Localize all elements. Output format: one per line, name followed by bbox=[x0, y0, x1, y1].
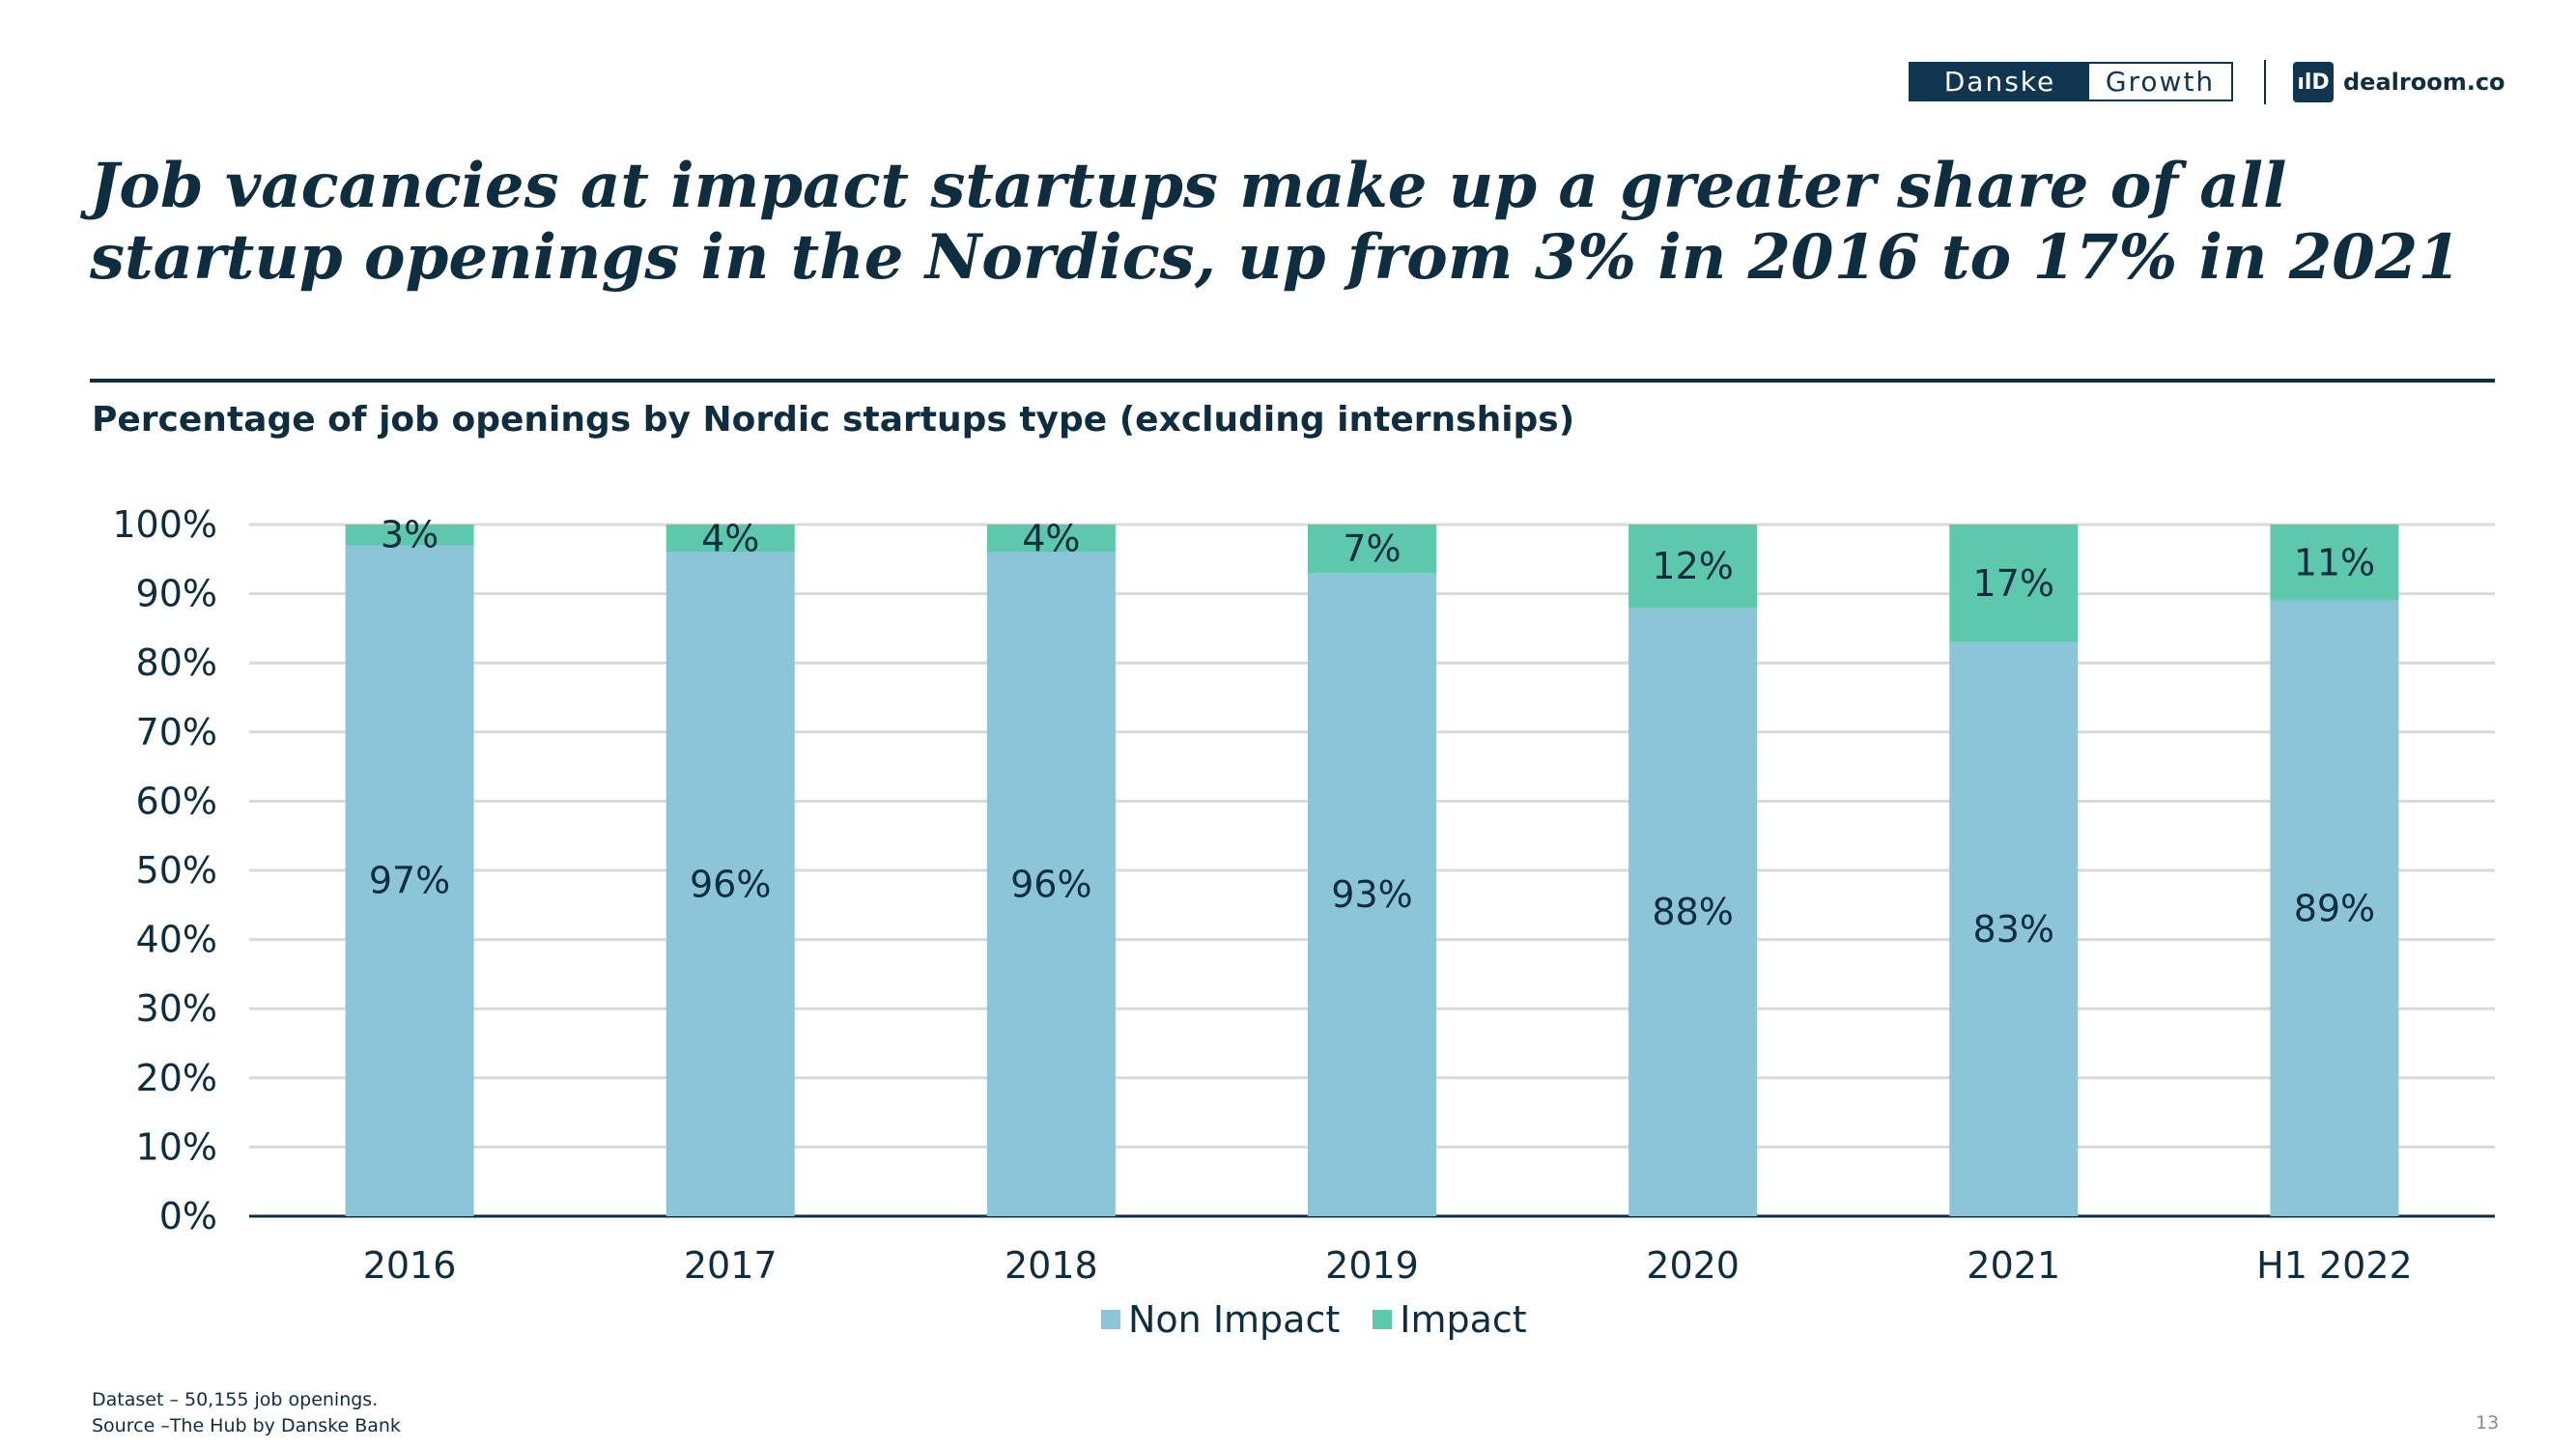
bar-impact bbox=[665, 525, 795, 553]
data-label-impact: 17% bbox=[1973, 562, 2054, 605]
legend-item-non-impact: Non Impact bbox=[1101, 1298, 1340, 1341]
data-label-non-impact: 89% bbox=[2294, 887, 2375, 929]
data-label-impact: 7% bbox=[1343, 527, 1401, 570]
bar-impact bbox=[1308, 525, 1436, 574]
data-label-non-impact: 96% bbox=[1010, 863, 1091, 905]
y-tick-label: 20% bbox=[136, 1057, 217, 1099]
bar-non-impact bbox=[345, 545, 474, 1216]
data-label-impact: 4% bbox=[1022, 517, 1080, 559]
y-tick-label: 50% bbox=[136, 849, 217, 892]
y-tick-label: 100% bbox=[112, 503, 217, 546]
dealroom-icon: ılD bbox=[2293, 62, 2334, 102]
y-tick-label: 40% bbox=[136, 919, 217, 961]
y-tick-label: 60% bbox=[136, 780, 217, 822]
data-label-impact: 11% bbox=[2294, 541, 2375, 583]
x-tick-label: 2020 bbox=[1646, 1244, 1740, 1287]
data-label-impact: 3% bbox=[381, 514, 439, 556]
bar-non-impact bbox=[665, 552, 795, 1216]
logo-divider bbox=[2264, 60, 2266, 104]
headline-divider bbox=[90, 379, 2495, 383]
page-number: 13 bbox=[2476, 1412, 2500, 1434]
y-tick-label: 90% bbox=[136, 573, 217, 615]
data-label-non-impact: 96% bbox=[690, 863, 771, 905]
legend-item-impact: Impact bbox=[1373, 1298, 1527, 1341]
data-label-non-impact: 83% bbox=[1973, 908, 2054, 951]
bar-non-impact bbox=[1308, 573, 1436, 1216]
y-tick-label: 70% bbox=[136, 711, 217, 753]
bar-non-impact bbox=[986, 552, 1116, 1216]
bar-non-impact bbox=[1628, 607, 1758, 1216]
y-tick-label: 0% bbox=[159, 1195, 217, 1237]
danske-growth-logo: Danske Growth bbox=[1909, 62, 2233, 101]
y-tick-label: 30% bbox=[136, 987, 217, 1030]
dataset-note: Dataset – 50,155 job openings. bbox=[92, 1389, 379, 1410]
data-label-non-impact: 93% bbox=[1331, 873, 1412, 916]
data-label-impact: 4% bbox=[701, 517, 759, 559]
data-label-impact: 12% bbox=[1652, 545, 1733, 587]
bar-impact bbox=[2270, 525, 2399, 601]
footnote: Dataset – 50,155 job openings. Source –T… bbox=[92, 1387, 401, 1439]
data-label-non-impact: 88% bbox=[1652, 891, 1733, 933]
dealroom-logo-text: dealroom.co bbox=[2343, 69, 2505, 96]
chart-legend: Non Impact Impact bbox=[1101, 1298, 1527, 1341]
dealroom-logo: ılD dealroom.co bbox=[2293, 62, 2505, 102]
bar-impact bbox=[345, 525, 474, 546]
legend-swatch-non-impact bbox=[1101, 1310, 1120, 1329]
x-tick-label: 2016 bbox=[363, 1244, 457, 1287]
danske-logo-text: Danske bbox=[1911, 64, 2089, 99]
data-label-non-impact: 97% bbox=[369, 860, 450, 902]
x-tick-label: 2018 bbox=[1005, 1244, 1098, 1287]
y-tick-label: 10% bbox=[136, 1125, 217, 1168]
x-tick-label: 2017 bbox=[684, 1244, 778, 1287]
growth-logo-text: Growth bbox=[2089, 64, 2231, 99]
legend-label-non-impact: Non Impact bbox=[1128, 1298, 1341, 1341]
source-note: Source –The Hub by Danske Bank bbox=[92, 1415, 401, 1436]
x-tick-label: 2019 bbox=[1325, 1244, 1419, 1287]
bar-impact bbox=[1949, 525, 2079, 642]
chart-title: Percentage of job openings by Nordic sta… bbox=[92, 400, 1575, 440]
bar-non-impact bbox=[1949, 641, 2079, 1216]
bar-impact bbox=[1628, 525, 1758, 608]
x-tick-label: 2021 bbox=[1967, 1244, 2060, 1287]
y-tick-label: 80% bbox=[136, 641, 217, 684]
bar-non-impact bbox=[2270, 600, 2399, 1216]
bar-impact bbox=[986, 525, 1116, 553]
x-tick-label: H1 2022 bbox=[2256, 1244, 2413, 1287]
page-headline: Job vacancies at impact startups make up… bbox=[90, 150, 2461, 294]
legend-label-impact: Impact bbox=[1400, 1298, 1527, 1341]
legend-swatch-impact bbox=[1373, 1310, 1393, 1329]
